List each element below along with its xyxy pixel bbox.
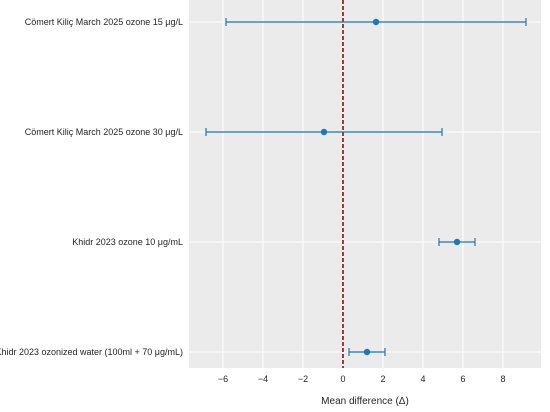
plot-panel	[189, 0, 541, 368]
point-estimate-2	[453, 238, 461, 246]
x-tick-label-2: −2	[298, 374, 308, 384]
x-tick-label-6: 6	[460, 374, 465, 384]
study-labels: Cömert Kiliç March 2025 ozone 15 μg/L Cöm…	[0, 17, 183, 357]
study-label-2: Khidr 2023 ozone 10 μg/mL	[72, 237, 183, 247]
point-estimate-3	[363, 348, 371, 356]
x-tick-label-3: 0	[340, 374, 345, 384]
point-estimate-0	[372, 18, 380, 26]
x-axis-title: Mean difference (Δ)	[321, 396, 409, 407]
study-label-1: Cömert Kiliç March 2025 ozone 30 μg/L	[25, 127, 183, 137]
x-tick-label-5: 4	[420, 374, 425, 384]
x-tick-label-7: 8	[500, 374, 505, 384]
x-axis-ticks: −6 −4 −2 0 2 4 6 8	[218, 374, 506, 384]
x-tick-label-1: −4	[258, 374, 268, 384]
point-estimate-1	[320, 128, 328, 136]
x-tick-label-4: 2	[380, 374, 385, 384]
x-tick-label-0: −6	[218, 374, 228, 384]
study-label-0: Cömert Kiliç March 2025 ozone 15 μg/L	[25, 17, 183, 27]
point-estimates	[320, 18, 461, 356]
study-label-3: Khidr 2023 ozonized water (100ml + 70 μg…	[0, 347, 183, 357]
